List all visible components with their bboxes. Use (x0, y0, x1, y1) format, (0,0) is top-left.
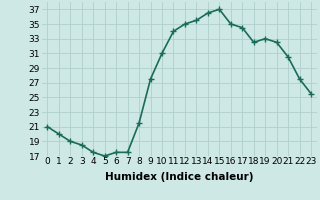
X-axis label: Humidex (Indice chaleur): Humidex (Indice chaleur) (105, 172, 253, 182)
